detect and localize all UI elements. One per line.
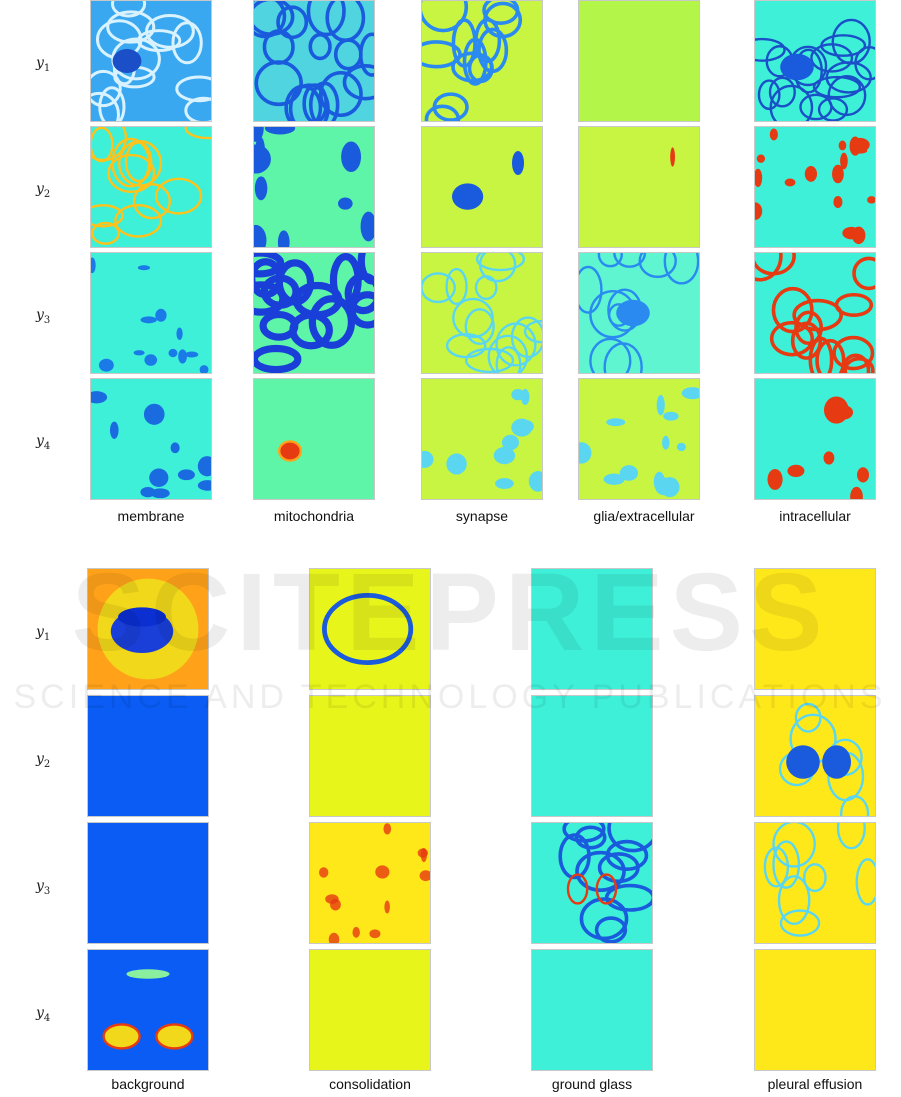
panel-a-tile-r1-c1: [90, 0, 212, 122]
panel-a-tile-r4-c3: [421, 378, 543, 500]
panel-b-tile-r1-c4: [754, 568, 876, 690]
panel-b-col-label-background: background: [111, 1076, 185, 1092]
panel-a-tile-r3-c2: [253, 252, 375, 374]
panel-a-tile-r1-c4: [578, 0, 700, 122]
panel-a-tile-r2-c2: [253, 126, 375, 248]
panel-b-tile-r2-c2: [309, 695, 431, 817]
panel-b-col-label-consolidation: consolidation: [329, 1076, 411, 1092]
panel-b-tile-r3-c1: [87, 822, 209, 944]
panel-a-tile-r1-c5: [754, 0, 876, 122]
panel-b-tile-r4-c1: [87, 949, 209, 1071]
panel-a-tile-r3-c3: [421, 252, 543, 374]
panel-a-col-label-synapse: synapse: [455, 508, 509, 524]
panel-b-row-label-1: y1: [36, 624, 51, 643]
panel-b-tile-r4-c3: [531, 949, 653, 1071]
panel-a-col-label-membrane: membrane: [117, 508, 185, 524]
panel-b-tile-r4-c4: [754, 949, 876, 1071]
panel-a-tile-r4-c2: [253, 378, 375, 500]
panel-a-tile-r2-c1: [90, 126, 212, 248]
panel-b-tile-r1-c2: [309, 568, 431, 690]
panel-a-tile-r3-c1: [90, 252, 212, 374]
panel-b-tile-r3-c2: [309, 822, 431, 944]
panel-b-tile-r1-c1: [87, 568, 209, 690]
panel-b-row-label-3: y3: [36, 878, 51, 897]
panel-a-row-label-1: y1: [36, 55, 51, 74]
panel-b-tile-r2-c4: [754, 695, 876, 817]
panel-b-row-label-2: y2: [36, 751, 51, 770]
panel-a-tile-r1-c2: [253, 0, 375, 122]
panel-a-row-label-3: y3: [36, 307, 51, 326]
panel-a-col-label-intracellular: intracellular: [779, 508, 851, 524]
panel-a-tile-r4-c5: [754, 378, 876, 500]
panel-a-tile-r4-c1: [90, 378, 212, 500]
panel-b-tile-r2-c3: [531, 695, 653, 817]
panel-a-tile-r2-c3: [421, 126, 543, 248]
panel-b-col-label-pleural-effusion: pleural effusion: [767, 1076, 863, 1092]
panel-a-tile-r2-c4: [578, 126, 700, 248]
panel-b-col-label-ground-glass: ground glass: [551, 1076, 633, 1092]
panel-a-row-label-2: y2: [36, 181, 51, 200]
panel-b-tile-r4-c2: [309, 949, 431, 1071]
panel-a-tile-r2-c5: [754, 126, 876, 248]
panel-a-tile-r3-c5: [754, 252, 876, 374]
panel-b-tile-r2-c1: [87, 695, 209, 817]
panel-a-row-label-4: y4: [36, 433, 51, 452]
panel-a-col-label-glia-extracellular: glia/extracellular: [593, 508, 695, 524]
panel-b-tile-r3-c3: [531, 822, 653, 944]
panel-b-tile-r1-c3: [531, 568, 653, 690]
panel-b-tile-r3-c4: [754, 822, 876, 944]
panel-a-tile-r4-c4: [578, 378, 700, 500]
panel-a-col-label-mitochondria: mitochondria: [273, 508, 355, 524]
panel-a-tile-r3-c4: [578, 252, 700, 374]
panel-a-tile-r1-c3: [421, 0, 543, 122]
panel-b-row-label-4: y4: [36, 1005, 51, 1024]
